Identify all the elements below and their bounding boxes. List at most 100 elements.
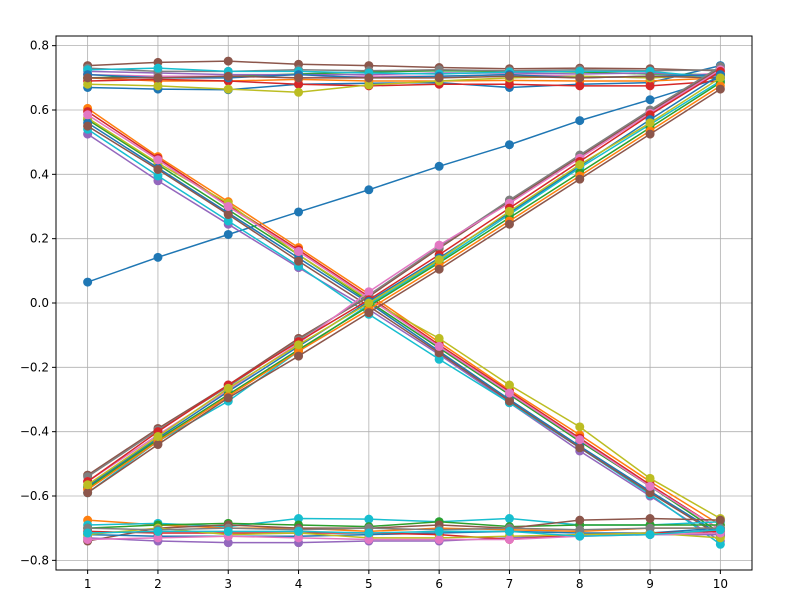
data-point	[504, 140, 514, 150]
data-point	[434, 354, 444, 364]
y-tick-label: 0.2	[30, 232, 49, 246]
series-line	[87, 67, 721, 79]
data-point	[504, 219, 514, 229]
data-point	[153, 171, 163, 181]
data-point	[153, 252, 163, 262]
series-line	[87, 82, 721, 489]
data-point	[223, 210, 233, 220]
data-point	[83, 277, 93, 287]
series-line	[87, 122, 721, 536]
x-tick-label: 8	[576, 577, 584, 591]
data-point	[645, 71, 655, 81]
data-point	[434, 161, 444, 171]
data-point	[364, 73, 374, 83]
data-point	[223, 71, 233, 81]
data-point	[645, 514, 655, 524]
series-31	[83, 84, 725, 498]
data-point	[294, 351, 304, 361]
data-point	[223, 201, 233, 211]
y-tick-label: −0.8	[20, 553, 49, 567]
series-line	[87, 85, 721, 491]
data-point	[504, 526, 514, 536]
data-point	[223, 526, 233, 536]
series-group	[83, 56, 725, 549]
data-point	[504, 514, 514, 524]
series-line	[87, 133, 721, 542]
data-point	[575, 160, 585, 170]
data-point	[294, 87, 304, 97]
data-point	[364, 528, 374, 538]
x-tick-label: 3	[224, 577, 232, 591]
data-point	[434, 534, 444, 544]
data-point	[575, 515, 585, 525]
data-point	[715, 84, 725, 94]
data-point	[153, 533, 163, 543]
data-point	[645, 81, 655, 91]
data-point	[504, 206, 514, 216]
series-line	[87, 78, 721, 87]
data-point	[575, 531, 585, 541]
data-point	[294, 533, 304, 543]
data-point	[153, 81, 163, 91]
data-point	[434, 264, 444, 274]
data-point	[223, 538, 233, 548]
data-point	[504, 396, 514, 406]
series-line	[87, 67, 721, 73]
series-line	[87, 77, 721, 82]
data-point	[645, 129, 655, 139]
series-line	[87, 70, 721, 483]
series-line	[87, 529, 721, 537]
data-point	[364, 185, 374, 195]
data-point	[504, 388, 514, 398]
data-point	[715, 515, 725, 525]
data-point	[223, 216, 233, 226]
data-point	[364, 287, 374, 297]
data-point	[153, 440, 163, 450]
data-point	[575, 525, 585, 535]
y-tick-label: −0.2	[20, 360, 49, 374]
data-point	[294, 247, 304, 257]
data-point	[434, 255, 444, 265]
data-point	[645, 530, 655, 540]
data-point	[645, 473, 655, 483]
series-line	[87, 60, 721, 72]
data-point	[434, 240, 444, 250]
data-point	[575, 73, 585, 83]
x-tick-label: 7	[506, 577, 514, 591]
data-point	[575, 81, 585, 91]
series-line	[87, 533, 721, 544]
series-line	[87, 520, 721, 529]
data-point	[153, 432, 163, 441]
series-line	[87, 527, 721, 531]
series-line	[87, 517, 721, 542]
data-point	[83, 480, 93, 490]
series-line	[87, 75, 721, 79]
data-point	[645, 523, 655, 533]
data-point	[223, 84, 233, 94]
data-point	[153, 155, 163, 165]
series-line	[87, 125, 721, 537]
data-point	[575, 443, 585, 453]
axes: 1 2 3 4 5 6 7 8 9 10 −0.8 −0.6 −0.4 −0.2 0.0 0.2 0.4 0.6 0…	[20, 39, 728, 591]
data-point	[434, 526, 444, 536]
data-point	[294, 514, 304, 524]
series-43	[83, 525, 725, 541]
y-tick-label: 0.4	[30, 167, 49, 181]
data-point	[83, 121, 93, 131]
data-point	[364, 80, 374, 90]
y-tick-label: −0.4	[20, 425, 49, 439]
data-point	[223, 56, 233, 66]
data-point	[575, 116, 585, 126]
x-tick-label: 9	[646, 577, 654, 591]
data-point	[575, 174, 585, 184]
data-point	[715, 525, 725, 535]
data-point	[715, 73, 725, 83]
series-line	[87, 88, 721, 494]
y-tick-label: 0.6	[30, 103, 49, 117]
x-tick-label: 4	[295, 577, 303, 591]
series-line	[87, 77, 721, 283]
data-point	[504, 380, 514, 390]
data-point	[575, 435, 585, 445]
x-tick-label: 5	[365, 577, 373, 591]
